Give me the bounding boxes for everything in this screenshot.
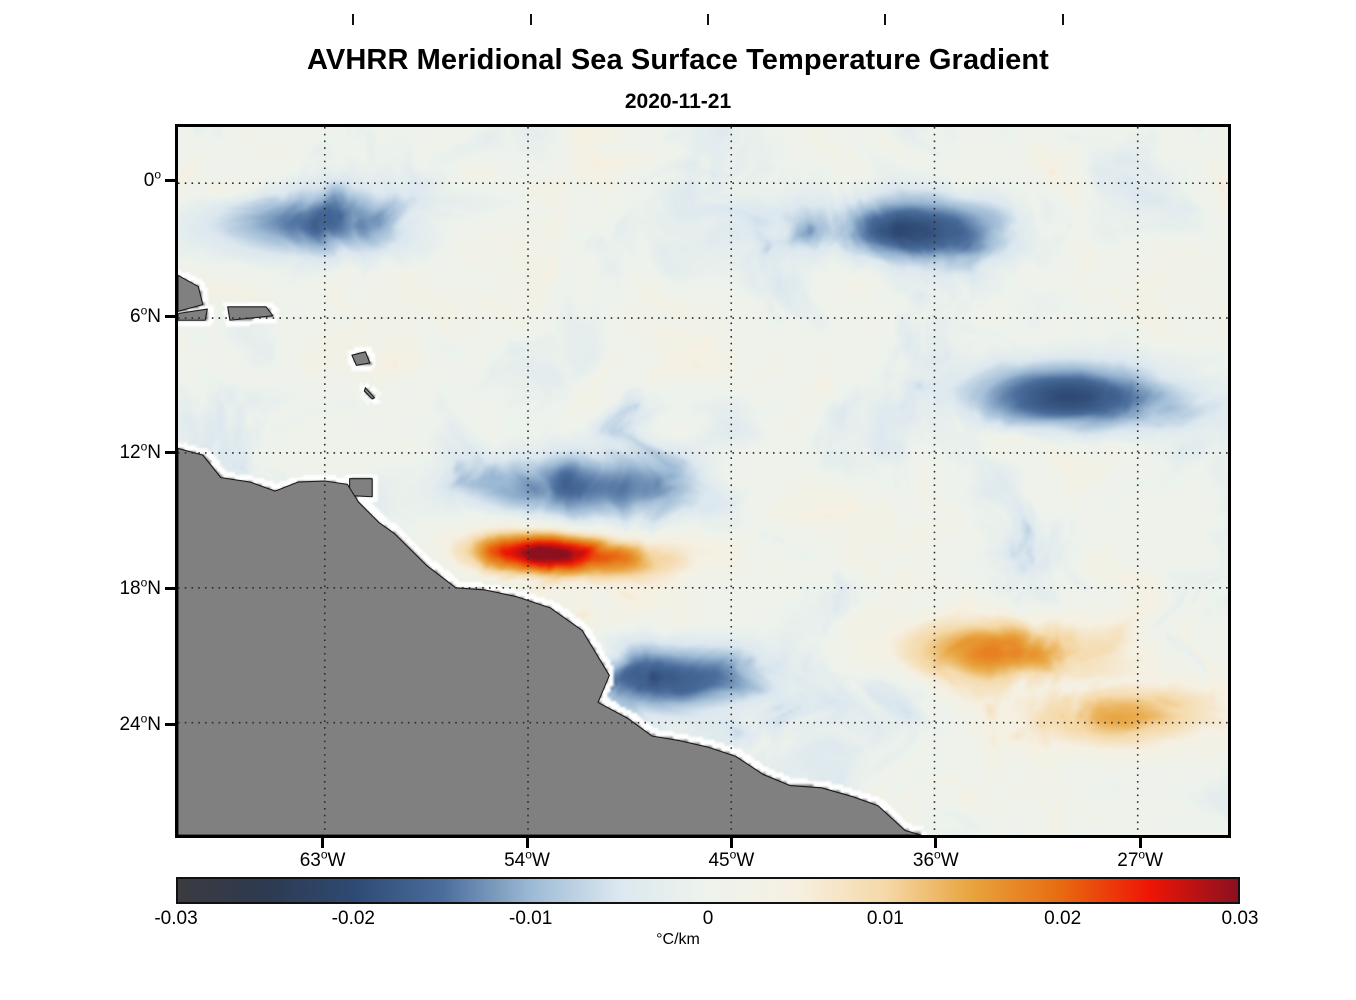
land-mask-overlay bbox=[178, 274, 922, 835]
x-axis-label: 36oW bbox=[912, 847, 959, 871]
colorbar-tick-mark bbox=[707, 14, 709, 25]
colorbar-tick-label: 0.02 bbox=[1044, 908, 1082, 929]
chart-subtitle: 2020-11-21 bbox=[624, 90, 732, 113]
y-axis-label: 6oN bbox=[130, 303, 161, 327]
colorbar-gradient bbox=[178, 879, 1238, 902]
y-axis-label: 0o bbox=[143, 167, 161, 191]
x-tick-mark bbox=[525, 838, 529, 848]
colorbar bbox=[176, 877, 1240, 904]
y-axis-label: 18oN bbox=[119, 575, 161, 599]
colorbar-tick-label: -0.03 bbox=[154, 908, 198, 929]
colorbar-tick-label: 0.01 bbox=[866, 908, 904, 929]
y-tick-mark bbox=[165, 179, 175, 183]
colorbar-tick-mark bbox=[529, 14, 532, 25]
x-tick-mark bbox=[934, 838, 938, 848]
x-axis-label: 63oW bbox=[299, 847, 346, 871]
x-tick-mark bbox=[321, 838, 325, 848]
y-axis-label: 12oN bbox=[119, 439, 161, 463]
map-plot-area bbox=[175, 124, 1231, 838]
x-tick-mark bbox=[1138, 838, 1142, 848]
x-axis-label: 27oW bbox=[1117, 847, 1164, 871]
colorbar-unit-label: °C/km bbox=[656, 931, 700, 948]
graticule-grid bbox=[178, 127, 1228, 835]
colorbar-tick-mark bbox=[1061, 14, 1064, 25]
colorbar-tick-label: 0 bbox=[702, 908, 714, 929]
colorbar-tick-mark bbox=[884, 14, 887, 25]
y-tick-mark bbox=[165, 723, 175, 727]
colorbar-tick-label: 0.03 bbox=[1221, 908, 1259, 929]
x-axis-label: 54oW bbox=[504, 847, 550, 871]
x-axis-label: 45oW bbox=[708, 847, 755, 871]
colorbar-tick-label: -0.02 bbox=[331, 908, 375, 929]
colorbar-tick-mark bbox=[352, 14, 355, 25]
y-axis-label: 24oN bbox=[119, 711, 161, 735]
y-tick-mark bbox=[165, 315, 175, 319]
y-tick-mark bbox=[165, 451, 175, 455]
colorbar-tick-label: -0.01 bbox=[509, 908, 553, 929]
x-tick-mark bbox=[729, 838, 733, 848]
y-tick-mark bbox=[165, 587, 175, 591]
chart-title: AVHRR Meridional Sea Surface Temperature… bbox=[307, 44, 1049, 76]
